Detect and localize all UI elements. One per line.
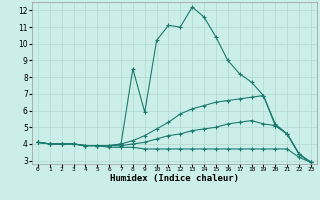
X-axis label: Humidex (Indice chaleur): Humidex (Indice chaleur)	[110, 174, 239, 183]
